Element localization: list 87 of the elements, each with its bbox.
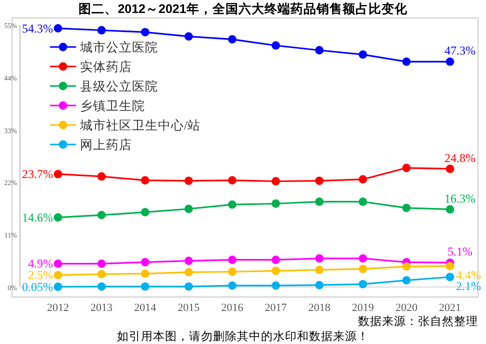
point [272, 41, 280, 50]
x-tick-label: 2021 [439, 302, 461, 314]
point [272, 281, 280, 290]
point [140, 176, 150, 184]
point [97, 282, 106, 291]
point [315, 176, 324, 185]
data-label: 14.6% [22, 210, 53, 224]
point [228, 281, 236, 290]
point [272, 256, 280, 264]
point [184, 268, 193, 276]
x-tick-label: 2013 [90, 302, 114, 314]
point [358, 175, 368, 184]
point [97, 259, 106, 268]
point [228, 176, 236, 184]
point [97, 172, 106, 181]
point [446, 57, 454, 66]
x-tick-label: 2018 [308, 302, 331, 314]
chart-title: 图二、2012～2021年，全国六大终端药品销售额占比变化 [78, 1, 408, 16]
point [54, 282, 62, 291]
x-tick-label: 2012 [47, 302, 69, 314]
point [358, 50, 368, 59]
point [446, 262, 454, 270]
text: 如引用本图，请勿删除其中的水印和数据来源！ [117, 330, 369, 343]
point [184, 176, 193, 185]
source-note: 数据来源：张自然整理 [358, 315, 478, 328]
point [228, 200, 236, 209]
point [54, 24, 62, 33]
x-tick-label: 2016 [221, 302, 244, 314]
point [402, 204, 411, 212]
legend-label: 城市社区卫生中心/站 [79, 118, 200, 132]
data-label: 2.5% [28, 268, 53, 282]
x-tick-label: 2020 [395, 302, 418, 314]
point [315, 280, 324, 290]
point [358, 198, 368, 206]
point [446, 205, 454, 214]
legend-label: 县级公立医院 [80, 78, 158, 94]
point [402, 164, 411, 172]
point [315, 254, 324, 263]
point [97, 270, 106, 278]
point [272, 266, 280, 276]
point [140, 269, 150, 278]
point [140, 208, 150, 216]
point [97, 210, 106, 220]
point [54, 170, 62, 178]
legend-label: 乡镇卫生院 [80, 99, 145, 113]
x-tick-label: 2017 [264, 302, 288, 314]
legend-label: 网上药店 [80, 137, 132, 152]
data-label: 23.7% [22, 167, 53, 182]
x-tick-label: 2019 [352, 302, 374, 314]
point [184, 204, 193, 214]
data-label: 16.3% [444, 191, 476, 206]
point [358, 264, 368, 274]
data-label: 24.8% [444, 150, 476, 165]
point [315, 46, 324, 54]
point [358, 254, 368, 263]
x-tick-label: 2015 [178, 302, 200, 314]
point [402, 276, 411, 285]
point [315, 266, 324, 274]
point [402, 57, 411, 66]
data-label: 0.05% [22, 280, 53, 294]
data-label: 54.3% [22, 21, 53, 36]
point [228, 35, 236, 44]
point [228, 256, 236, 264]
point [402, 262, 411, 271]
point [272, 199, 280, 208]
point [140, 282, 150, 291]
point [358, 280, 368, 288]
point [54, 213, 62, 222]
point [184, 32, 193, 41]
point [228, 268, 236, 276]
data-label: 47.3% [444, 44, 476, 58]
x-tick-label: 2014 [134, 302, 157, 314]
point [97, 26, 106, 34]
point [140, 258, 150, 266]
point [184, 282, 193, 291]
point [272, 177, 280, 186]
point [184, 256, 193, 265]
point [446, 272, 454, 282]
data-label: 5.1% [448, 244, 472, 259]
point [54, 259, 62, 268]
data-label: 4.9% [28, 256, 53, 271]
legend-label: 城市公立医院 [79, 40, 158, 54]
point [140, 28, 150, 36]
point [315, 198, 324, 206]
point [446, 164, 454, 174]
legend-label: 实体药店 [80, 59, 132, 74]
point [54, 270, 62, 280]
